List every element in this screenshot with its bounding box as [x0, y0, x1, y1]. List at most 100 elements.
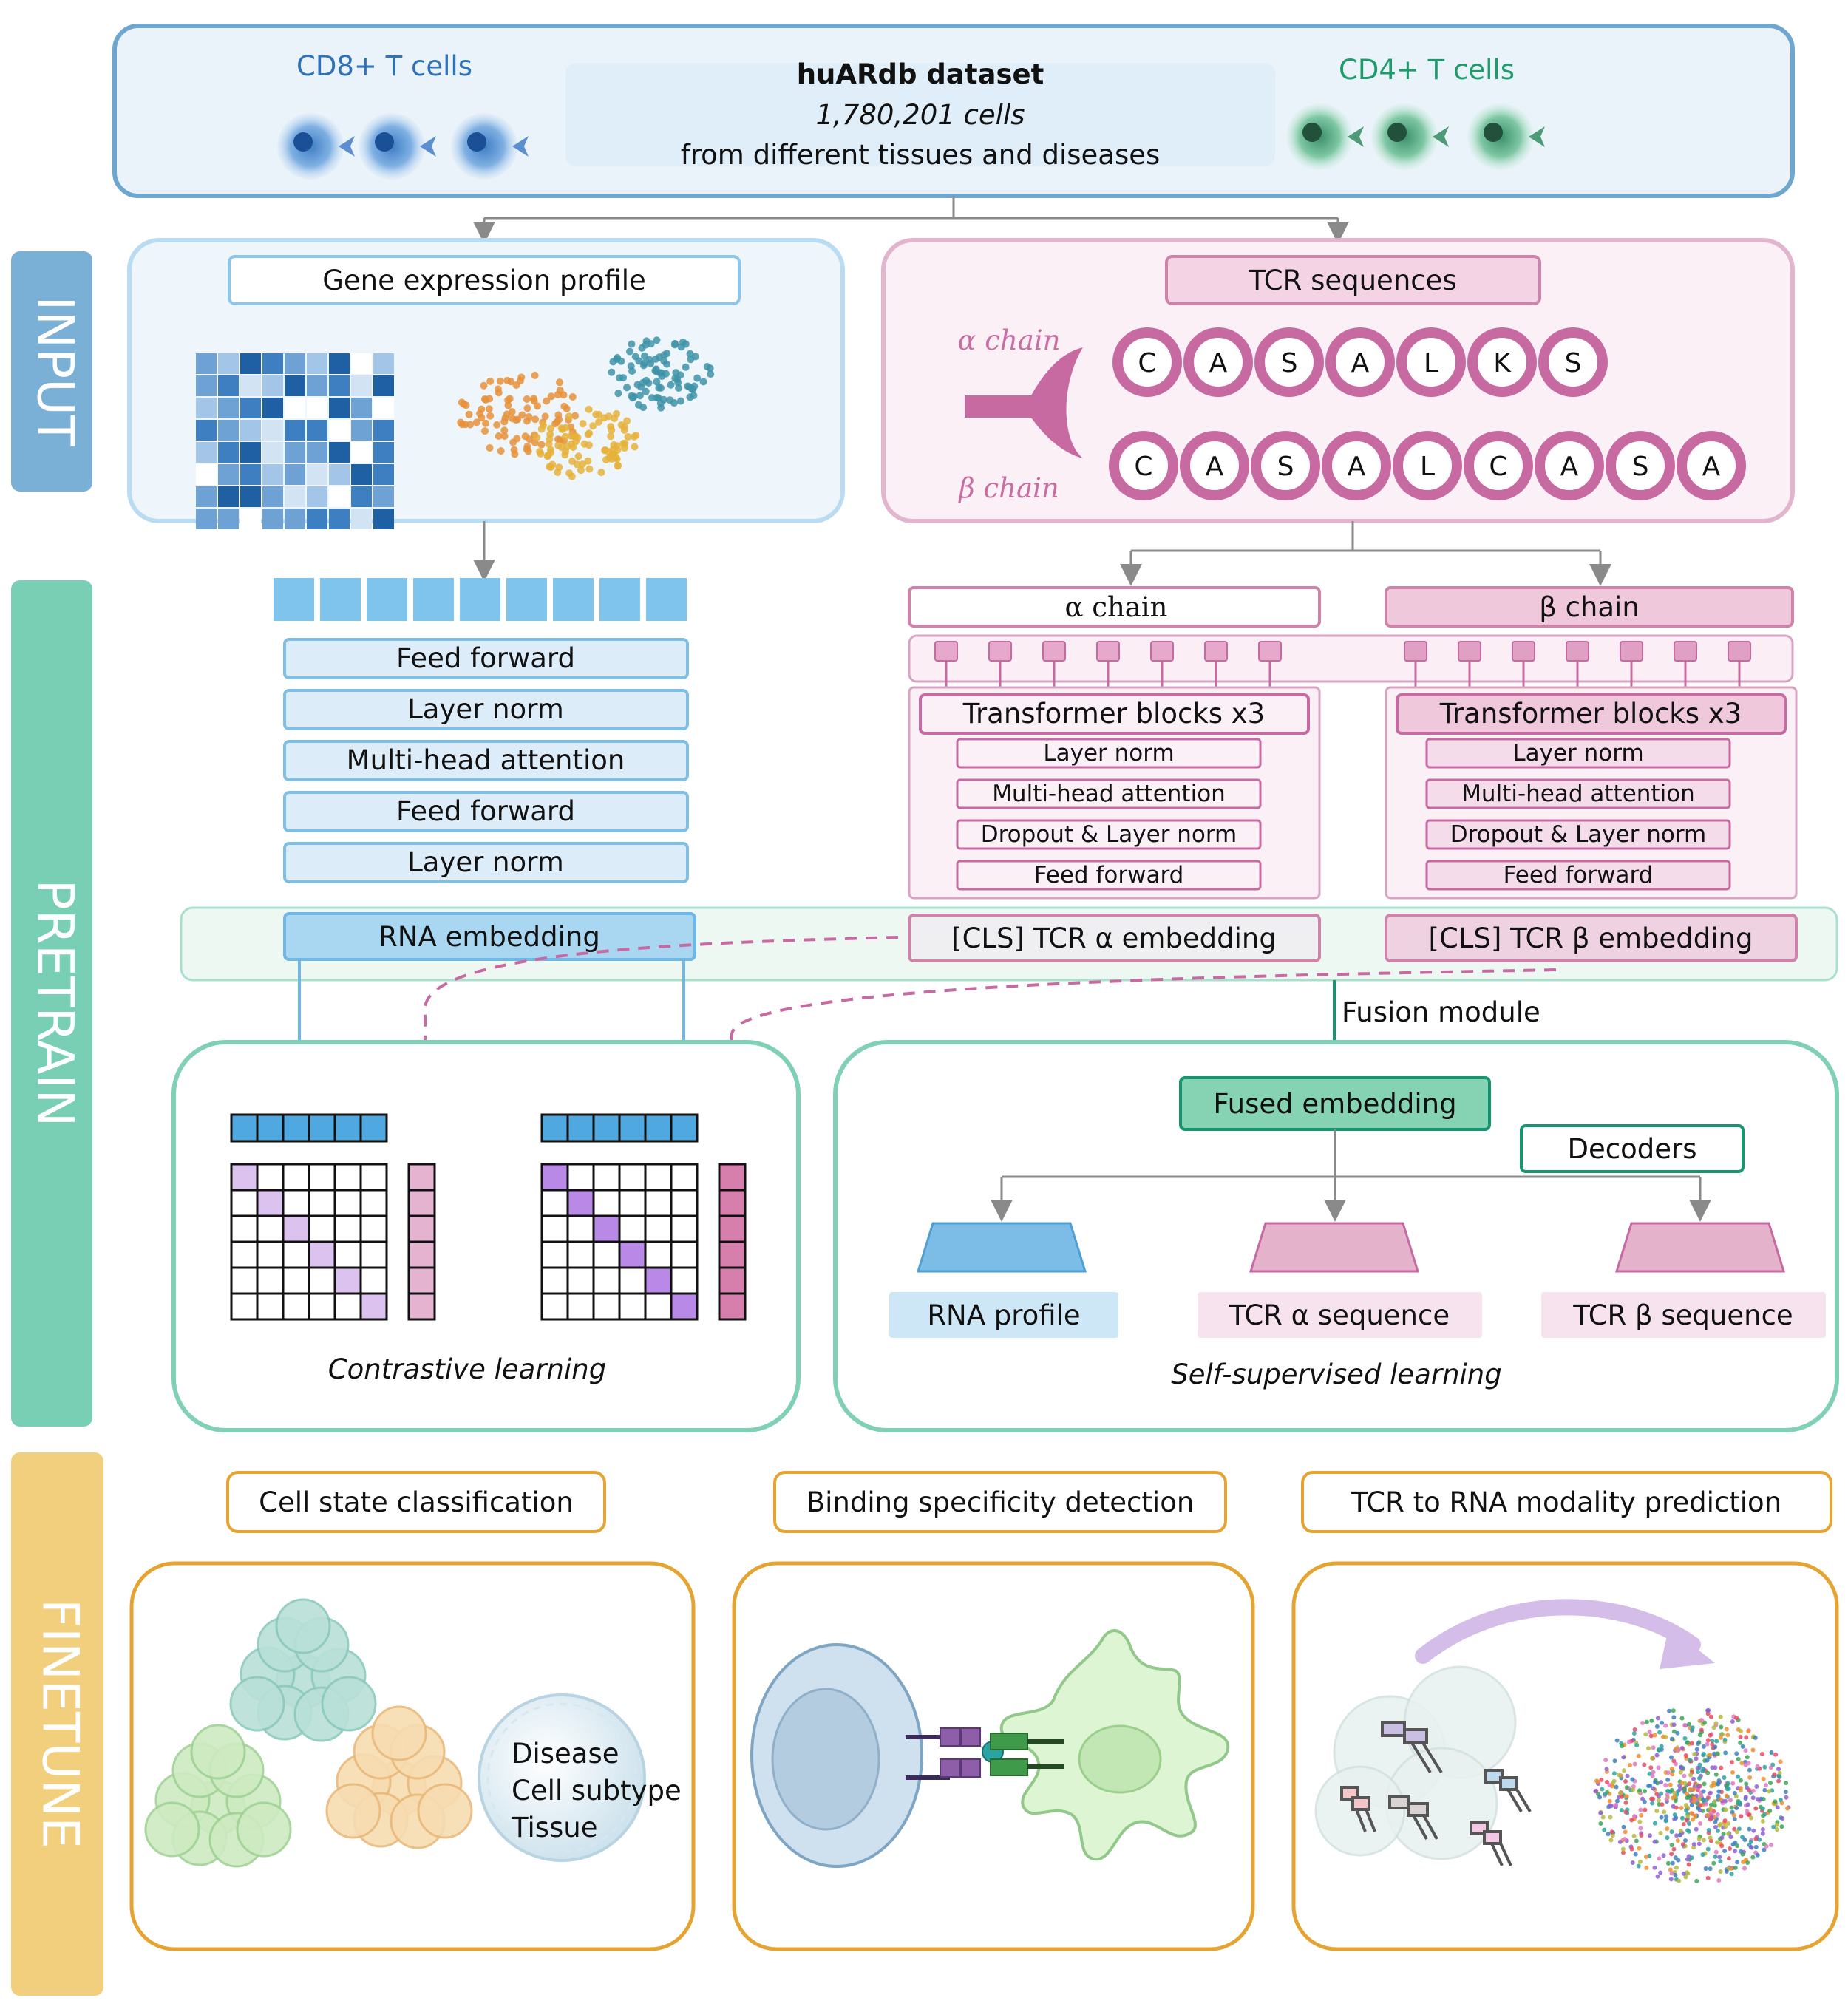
similarity-cell	[230, 1163, 259, 1192]
tcr-token	[1458, 641, 1481, 662]
similarity-cell	[308, 1266, 336, 1295]
alpha-decoder-shape	[1249, 1222, 1420, 1273]
rna-vector-cell	[540, 1113, 569, 1143]
similarity-cell	[566, 1240, 595, 1269]
task-binding: Binding specificity detection	[773, 1471, 1227, 1533]
rna-vector-cell	[282, 1113, 310, 1143]
residue-letter: S	[1565, 348, 1582, 378]
similarity-cell	[308, 1240, 336, 1269]
residue	[1183, 327, 1253, 397]
alpha-header: α chain	[1064, 591, 1167, 623]
residue-letter: S	[1632, 452, 1649, 482]
tcr-layer	[1425, 860, 1731, 891]
svg-text:Transformer blocks x3: Transformer blocks x3	[962, 698, 1265, 730]
similarity-cell	[359, 1266, 388, 1295]
similarity-cell	[256, 1240, 285, 1269]
cell-cluster-icons	[144, 1598, 473, 1868]
tcr-token	[934, 641, 958, 662]
fusion-module-label: Fusion module	[1342, 996, 1540, 1028]
cluster-cell	[190, 1724, 246, 1780]
residue-letter: S	[1281, 348, 1298, 378]
rna-layer	[283, 842, 689, 883]
alpha-encoder: α chain	[908, 586, 1321, 628]
tcr-alpha-output: TCR α sequence	[1198, 1292, 1482, 1338]
rna-vector-cell	[644, 1113, 673, 1143]
svg-text:RNA profile: RNA profile	[927, 1299, 1080, 1331]
similarity-cell	[592, 1266, 621, 1295]
tcr-sequences-panel: TCR sequences α chain β chain C A S A L K S C A…	[881, 238, 1795, 523]
contrastive-matrices	[230, 1113, 747, 1321]
svg-text:Cell state classification: Cell state classification	[259, 1486, 574, 1518]
tcr-cells-icon	[1314, 1665, 1532, 1866]
residue	[1467, 327, 1537, 397]
tcr-layer-label: Multi-head attention	[992, 781, 1226, 807]
similarity-cell	[644, 1163, 673, 1192]
tcr-layer	[1425, 738, 1731, 769]
tcr-vector-cell	[718, 1292, 747, 1321]
cluster-cell	[417, 1783, 473, 1839]
similarity-cell	[282, 1214, 310, 1243]
similarity-cell	[256, 1214, 285, 1243]
stage-band-finetune: FINETUNE	[11, 1452, 103, 1996]
similarity-cell	[308, 1292, 336, 1321]
similarity-cell	[282, 1292, 310, 1321]
alpha-chain-label: α chain	[957, 324, 1060, 356]
similarity-cell	[359, 1189, 388, 1217]
residue	[1677, 431, 1746, 500]
tcr-beta-output: TCR β sequence	[1541, 1292, 1826, 1338]
contrastive-label: Contrastive learning	[328, 1353, 606, 1385]
similarity-cell	[256, 1189, 285, 1217]
residue-letter: C	[1138, 348, 1156, 378]
cluster-cell	[325, 1783, 381, 1839]
similarity-cell	[308, 1163, 336, 1192]
similarity-cell	[618, 1240, 647, 1269]
tcr-vector-cell	[718, 1189, 747, 1217]
svg-text:INPUT: INPUT	[25, 296, 84, 446]
tcr-layer-label: Dropout & Layer norm	[1450, 821, 1707, 848]
similarity-cell	[540, 1292, 569, 1321]
task-modality: TCR to RNA modality prediction	[1301, 1471, 1832, 1533]
similarity-cell	[644, 1189, 673, 1217]
cluster-cell	[236, 1801, 292, 1858]
rna-token	[460, 578, 500, 621]
residue-letter: C	[1134, 452, 1152, 482]
tcr-vector-cell	[407, 1214, 436, 1243]
residue	[1464, 431, 1533, 500]
dataset-title: huARdb dataset	[797, 58, 1044, 90]
rna-encoder-layers: Feed forward Layer norm Multi-head attenti…	[283, 638, 689, 883]
similarity-cell	[540, 1266, 569, 1295]
residue	[1251, 431, 1320, 500]
rna-vector-cell	[670, 1113, 699, 1143]
label-tissue: Tissue	[511, 1812, 598, 1843]
similarity-cell	[644, 1240, 673, 1269]
svg-text:Transformer blocks x3: Transformer blocks x3	[1439, 698, 1742, 730]
rna-layer	[283, 638, 689, 679]
stage-band-pretrain: PRETRAIN	[11, 580, 92, 1427]
beta-decoder-shape	[1614, 1222, 1786, 1273]
similarity-cell	[592, 1189, 621, 1217]
residue	[1254, 327, 1324, 397]
residue	[1535, 431, 1604, 500]
rna-token	[367, 578, 407, 621]
tcr-layer	[956, 778, 1262, 809]
svg-text:Binding specificity detection: Binding specificity detection	[806, 1486, 1195, 1518]
label-disease: Disease	[512, 1738, 619, 1770]
rna-layer-label: Multi-head attention	[347, 744, 625, 776]
residue	[1325, 327, 1395, 397]
tcr-vector-cell	[407, 1163, 436, 1192]
decoder-arrows	[991, 1129, 1711, 1222]
tcr-layer-label: Dropout & Layer norm	[981, 821, 1237, 848]
similarity-cell	[618, 1266, 647, 1295]
similarity-cell	[282, 1163, 310, 1192]
tcr-vector-cell	[407, 1292, 436, 1321]
rna-vector-cell	[333, 1113, 362, 1143]
similarity-cell	[333, 1214, 362, 1243]
residue-letter: C	[1489, 452, 1507, 482]
rna-profile-output: RNA profile	[889, 1292, 1118, 1338]
dataset-count: 1,780,201 cells	[815, 99, 1025, 131]
residue	[1606, 431, 1675, 500]
rna-layer-label: Layer norm	[407, 846, 564, 878]
rna-embedding-box: RNA embedding	[283, 912, 696, 961]
rna-layer	[283, 689, 689, 730]
tcr-token-markers	[934, 641, 1751, 691]
